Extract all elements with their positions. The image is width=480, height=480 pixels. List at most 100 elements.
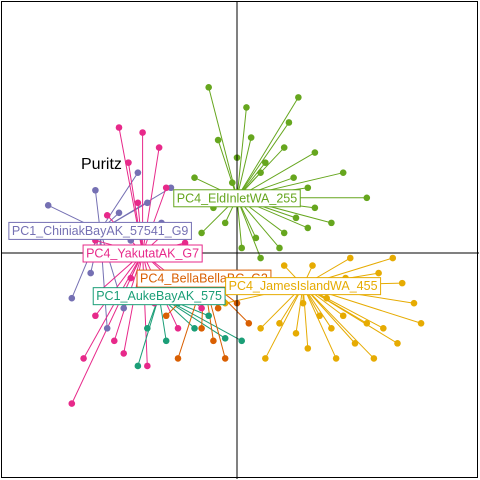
data-point <box>299 299 307 307</box>
data-point <box>417 319 425 327</box>
data-point <box>238 244 246 252</box>
data-point <box>247 134 255 141</box>
data-point <box>351 340 359 347</box>
data-point <box>120 350 128 357</box>
data-point <box>198 304 205 312</box>
data-point <box>205 84 212 91</box>
data-point <box>134 169 142 176</box>
data-point <box>394 340 401 347</box>
data-point <box>328 325 335 332</box>
data-point <box>295 94 302 101</box>
data-point <box>292 214 300 222</box>
series-label-box <box>92 287 226 306</box>
spoke-line <box>236 197 262 259</box>
series-label-text: PC1_AukeBayAK_575 <box>96 289 222 303</box>
data-point <box>162 312 170 320</box>
data-point <box>304 345 312 352</box>
data-point <box>221 355 229 362</box>
data-point <box>363 319 371 327</box>
data-point <box>68 400 76 407</box>
series-label-text: PC4_JamesIslandWA_455 <box>229 279 378 293</box>
data-point <box>162 184 170 192</box>
data-point <box>252 234 260 242</box>
data-point <box>304 184 312 192</box>
data-point <box>134 199 142 207</box>
data-point <box>257 254 264 262</box>
data-point <box>92 186 99 194</box>
data-point <box>155 144 163 151</box>
spoke-line <box>217 139 238 198</box>
chart-title: Puritz <box>81 156 122 173</box>
data-point <box>311 149 319 156</box>
data-point <box>144 325 151 332</box>
series-label: PC1_ChiniakBayAK_57541_G9 <box>8 221 192 240</box>
data-point <box>228 179 236 187</box>
data-point <box>120 304 128 312</box>
data-point <box>214 304 222 312</box>
data-point <box>280 144 288 151</box>
data-point <box>332 355 340 362</box>
series-label-box <box>173 189 301 208</box>
data-point <box>191 325 198 332</box>
data-point <box>115 124 123 131</box>
data-point <box>410 299 418 307</box>
data-point <box>370 355 378 362</box>
series-label-text: PC4_EldInletWA_255 <box>177 191 297 205</box>
spoke-line <box>208 87 238 198</box>
data-point <box>257 169 264 176</box>
data-point <box>257 325 264 332</box>
data-point <box>174 355 182 362</box>
data-point <box>162 337 170 345</box>
data-point <box>311 204 319 212</box>
data-point <box>323 294 330 302</box>
data-point <box>210 337 217 345</box>
data-point <box>398 279 406 287</box>
data-point <box>292 330 300 337</box>
data-point <box>339 312 347 320</box>
data-point <box>214 136 222 144</box>
data-point <box>389 254 397 262</box>
series-label: PC1_AukeBayAK_575 <box>92 287 226 306</box>
data-point <box>115 209 123 217</box>
spoke-line <box>302 285 309 349</box>
spoke-line <box>83 252 144 359</box>
series-label-box <box>82 244 203 263</box>
data-point <box>276 244 283 252</box>
data-point <box>280 229 288 237</box>
series-label-text: PC4_YakutatAK_G7 <box>86 247 199 261</box>
data-point <box>144 199 151 207</box>
data-point <box>328 219 335 227</box>
series-labels: PC4_EldInletWA_255 PC1_ChiniakBayAK_57541… <box>8 189 382 306</box>
data-point <box>198 229 205 237</box>
spoke-line <box>236 137 252 198</box>
data-point <box>167 184 175 192</box>
series-label-box <box>8 221 192 240</box>
data-point <box>262 355 269 362</box>
data-point <box>44 202 52 209</box>
data-point <box>87 269 94 277</box>
data-point <box>221 219 229 227</box>
data-point <box>238 337 246 345</box>
data-point <box>134 362 142 370</box>
data-point <box>280 262 288 269</box>
data-point <box>276 319 283 327</box>
data-point <box>346 254 354 262</box>
data-point <box>144 362 151 370</box>
data-point <box>198 325 205 332</box>
data-point <box>245 319 253 327</box>
spoke-line <box>95 252 143 317</box>
data-point <box>243 104 250 111</box>
data-point <box>125 159 132 166</box>
data-point <box>127 274 135 282</box>
data-point <box>80 355 87 362</box>
data-point <box>304 224 312 232</box>
data-point <box>290 174 297 181</box>
data-point <box>191 174 198 181</box>
spoke-line <box>264 285 304 359</box>
spoke-line <box>302 285 356 344</box>
spoke-line <box>302 285 337 359</box>
data-point <box>103 212 111 219</box>
spoke-line <box>142 187 167 254</box>
series-label-text: PC1_ChiniakBayAK_57541_G9 <box>12 224 189 238</box>
